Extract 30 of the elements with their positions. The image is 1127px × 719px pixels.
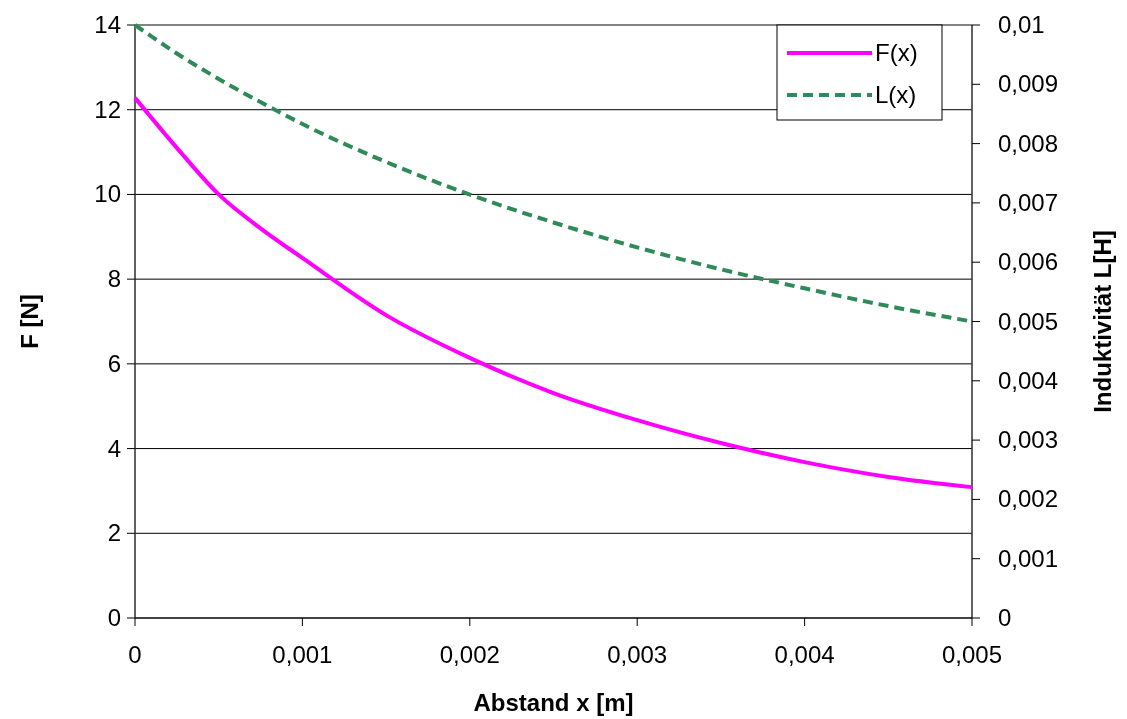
y-tick-label: 12 bbox=[94, 95, 121, 123]
x-axis-title: Abstand x [m] bbox=[473, 689, 634, 716]
y2-tick-label: 0,005 bbox=[998, 307, 1059, 335]
y-tick-label: 14 bbox=[94, 11, 121, 38]
y-tick-label: 2 bbox=[107, 519, 121, 547]
y2-tick-label: 0,009 bbox=[998, 70, 1059, 98]
legend-label: L(x) bbox=[875, 81, 917, 108]
y2-tick-label: 0,002 bbox=[998, 485, 1059, 513]
y-tick-label: 8 bbox=[107, 265, 121, 293]
y2-tick-label: 0,001 bbox=[998, 544, 1059, 572]
y2-tick-label: 0,003 bbox=[998, 426, 1059, 454]
y2-axis-title: Induktivität L[H] bbox=[1089, 230, 1116, 413]
y-tick-label: 0 bbox=[107, 604, 121, 631]
x-tick-label: 0,003 bbox=[607, 641, 668, 668]
legend-label: F(x) bbox=[875, 39, 918, 66]
y-tick-label: 4 bbox=[107, 434, 121, 462]
y-axis-title: F [N] bbox=[16, 294, 43, 349]
y-tick-label: 6 bbox=[107, 349, 121, 377]
x-tick-label: 0,001 bbox=[272, 641, 333, 668]
x-tick-label: 0,005 bbox=[941, 641, 1003, 668]
y2-tick-label: 0,007 bbox=[998, 188, 1059, 216]
y-tick-label: 10 bbox=[94, 180, 121, 208]
y2-tick-label: 0 bbox=[998, 604, 1012, 631]
x-tick-label: 0,004 bbox=[774, 641, 835, 668]
y2-tick-label: 0,006 bbox=[998, 248, 1059, 276]
y2-tick-label: 0,004 bbox=[998, 366, 1059, 394]
y2-tick-label: 0,008 bbox=[998, 129, 1059, 157]
x-tick-label: 0 bbox=[128, 641, 142, 668]
y2-tick-label: 0,01 bbox=[998, 11, 1045, 38]
x-tick-label: 0,002 bbox=[439, 641, 500, 668]
